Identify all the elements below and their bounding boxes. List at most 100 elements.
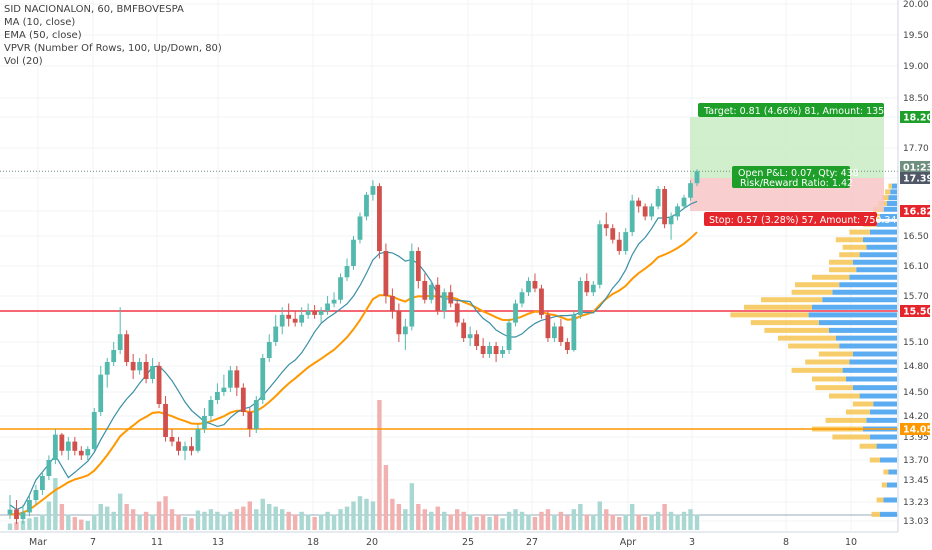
candle-body xyxy=(130,362,136,371)
candle-body xyxy=(513,303,518,323)
volume-bar xyxy=(92,514,97,530)
vpvr-row-up xyxy=(891,183,897,189)
candle-body xyxy=(597,224,603,285)
volume-profile xyxy=(730,183,897,517)
volume-bar xyxy=(558,511,564,530)
volume-bar xyxy=(519,511,525,530)
candle-body xyxy=(694,171,700,184)
volume-bar xyxy=(53,478,58,530)
vpvr-row-down xyxy=(778,335,836,341)
time-tick-label: Mar xyxy=(29,537,47,548)
target-label: Target: 0.81 (4.66%) 81, Amount: 1354.78 xyxy=(703,106,905,117)
volume-bar xyxy=(312,517,317,530)
volume-bar xyxy=(176,514,181,530)
volume-bar xyxy=(124,504,129,530)
candle-body xyxy=(539,288,544,315)
candle-body xyxy=(396,311,402,335)
price-tick-label: 17.70 xyxy=(903,144,929,154)
candle-body xyxy=(247,412,253,429)
candle-body xyxy=(357,216,363,240)
candle-body xyxy=(292,318,298,323)
candle-body xyxy=(571,314,577,350)
vpvr-row-up xyxy=(846,376,897,382)
candle-body xyxy=(649,206,655,217)
vpvr-row-up xyxy=(866,417,897,423)
candle-body xyxy=(610,228,616,240)
volume-bar xyxy=(254,509,259,530)
time-tick-label: 20 xyxy=(366,537,378,548)
vpvr-row-down xyxy=(829,267,857,273)
vpvr-row-up xyxy=(839,282,897,288)
price-tick-label: 14.50 xyxy=(903,388,929,398)
volume-bar xyxy=(195,510,201,530)
legend-vol[interactable]: Vol (20) xyxy=(4,56,43,67)
candle-body xyxy=(202,416,207,429)
volume-bar xyxy=(500,518,505,530)
volume-bar xyxy=(442,511,447,530)
vpvr-row-down xyxy=(818,351,853,357)
volume-bar xyxy=(221,514,227,530)
long-position-tool[interactable] xyxy=(0,117,898,211)
vpvr-row-down xyxy=(839,252,860,258)
pnl-label: Open P&L: 0.07, Qty: 438 xyxy=(738,168,859,179)
price-tick-label: 16.10 xyxy=(903,262,929,272)
volume-bar xyxy=(448,514,453,530)
volume-bar xyxy=(280,509,285,530)
vpvr-row-up xyxy=(812,304,897,310)
legend-symbol[interactable]: SID NACIONALON, 60, BMFBOVESPA xyxy=(4,4,184,15)
price-tag-label: 18.20 xyxy=(903,113,932,124)
vpvr-row-up xyxy=(829,327,897,333)
candle-body xyxy=(590,284,596,293)
volume-bar xyxy=(655,511,661,530)
volume-bar xyxy=(150,514,155,530)
candle-body xyxy=(331,299,337,304)
time-tick-label: 27 xyxy=(526,537,538,548)
price-axis[interactable]: 20.00 19.50 19.00 18.50 17.70 16.50 16.10 15.70… xyxy=(897,0,932,550)
candle-body xyxy=(227,370,233,388)
price-tick-label: 13.03 xyxy=(903,517,929,527)
volume-bar xyxy=(467,514,473,530)
price-tag-box xyxy=(900,161,930,173)
volume-bar xyxy=(480,514,486,530)
legend-ma[interactable]: MA (10, close) xyxy=(4,17,76,28)
legend-vpvr[interactable]: VPVR (Number Of Rows, 100, Up/Down, 80) xyxy=(4,43,222,54)
price-tag-box xyxy=(900,172,930,184)
volume-bar xyxy=(228,511,233,530)
vpvr-row-up xyxy=(873,401,897,407)
candle-body xyxy=(636,200,642,207)
candle-body xyxy=(409,251,415,327)
vpvr-row-up xyxy=(818,320,897,326)
volume-bar xyxy=(623,514,628,530)
volume-bar xyxy=(597,501,602,530)
volume-bar xyxy=(286,511,291,530)
time-axis[interactable]: Mar 7 11 13 18 20 25 27 Apr 3 8 10 xyxy=(0,531,898,548)
vpvr-row-down xyxy=(730,312,809,318)
volume-bars xyxy=(7,400,700,530)
vpvr-row-down xyxy=(764,327,829,333)
vpvr-row-up xyxy=(883,497,897,503)
vpvr-row-down xyxy=(744,304,812,310)
candle-body xyxy=(234,370,240,388)
candle-body xyxy=(182,446,188,451)
volume-bar xyxy=(202,511,207,530)
price-tick-label: 18.50 xyxy=(903,94,929,104)
price-tick-label: 14.80 xyxy=(903,362,929,372)
vpvr-row-down xyxy=(888,183,892,189)
candle-body xyxy=(428,284,434,300)
volume-bar xyxy=(331,514,337,530)
volume-bar xyxy=(487,517,492,530)
candle-body xyxy=(279,314,285,327)
volume-bar xyxy=(694,514,700,530)
vpvr-row-up xyxy=(880,511,897,517)
legend-ema[interactable]: EMA (50, close) xyxy=(4,30,82,41)
volume-bar xyxy=(46,501,52,530)
horizontal-lines[interactable] xyxy=(0,310,898,430)
vpvr-row-down xyxy=(883,469,889,475)
time-tick-label: 11 xyxy=(151,537,163,548)
volume-bar xyxy=(338,509,343,530)
vpvr-row-down xyxy=(835,237,863,243)
candle-body xyxy=(124,334,130,362)
volume-bar xyxy=(169,509,175,530)
volume-bar xyxy=(409,483,415,530)
